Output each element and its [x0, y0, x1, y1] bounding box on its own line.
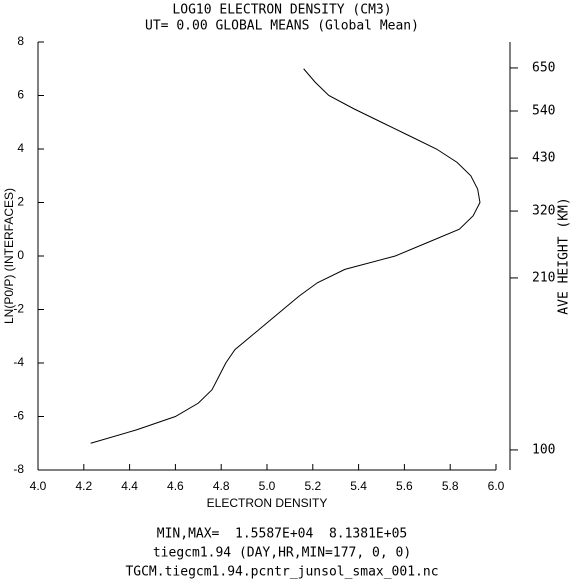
x-tick-label: 5.6 — [396, 479, 413, 493]
x-tick-label: 4.4 — [121, 479, 138, 493]
footer-line: tiegcm1.94 (DAY,HR,MIN=177, 0, 0) — [153, 546, 411, 561]
y2-tick-label: 430 — [532, 151, 555, 166]
y2-tick-label: 540 — [532, 104, 555, 119]
chart-title: LOG10 ELECTRON DENSITY (CM3) — [172, 3, 391, 18]
y-tick-label: 4 — [17, 141, 24, 155]
footer-line: MIN,MAX= 1.5587E+04 8.1381E+05 — [157, 527, 407, 542]
x-tick-label: 4.0 — [30, 479, 47, 493]
footer-line: TGCM.tiegcm1.94.pcntr_junsol_smax_001.nc — [125, 565, 438, 580]
y-axis-label: LN(P0/P) (INTERFACES) — [2, 188, 16, 324]
x-tick-label: 5.0 — [259, 479, 276, 493]
y2-tick-label: 650 — [532, 60, 555, 75]
y-tick-label: -2 — [13, 302, 24, 316]
y-tick-label: -6 — [13, 409, 24, 423]
y-tick-label: 6 — [17, 88, 24, 102]
y2-tick-label: 320 — [532, 204, 555, 219]
x-tick-label: 4.8 — [213, 479, 230, 493]
x-tick-label: 4.2 — [75, 479, 92, 493]
y-tick-label: 2 — [17, 195, 24, 209]
x-tick-label: 5.8 — [442, 479, 459, 493]
x-tick-label: 5.4 — [350, 479, 367, 493]
y2-tick-label: 210 — [532, 270, 555, 285]
x-axis-label: ELECTRON DENSITY — [207, 496, 328, 510]
y-tick-label: 8 — [17, 34, 24, 48]
y-tick-label: 0 — [17, 248, 24, 262]
y2-axis-label: AVE HEIGHT (KM) — [557, 197, 571, 314]
y-tick-label: -4 — [13, 355, 24, 369]
y2-tick-label: 100 — [532, 442, 555, 457]
y-tick-label: -8 — [13, 462, 24, 476]
line-series — [90, 68, 481, 444]
x-tick-label: 5.2 — [304, 479, 321, 493]
x-tick-label: 6.0 — [488, 479, 505, 493]
x-tick-label: 4.6 — [167, 479, 184, 493]
chart-subtitle: UT= 0.00 GLOBAL MEANS (Global Mean) — [145, 19, 419, 34]
